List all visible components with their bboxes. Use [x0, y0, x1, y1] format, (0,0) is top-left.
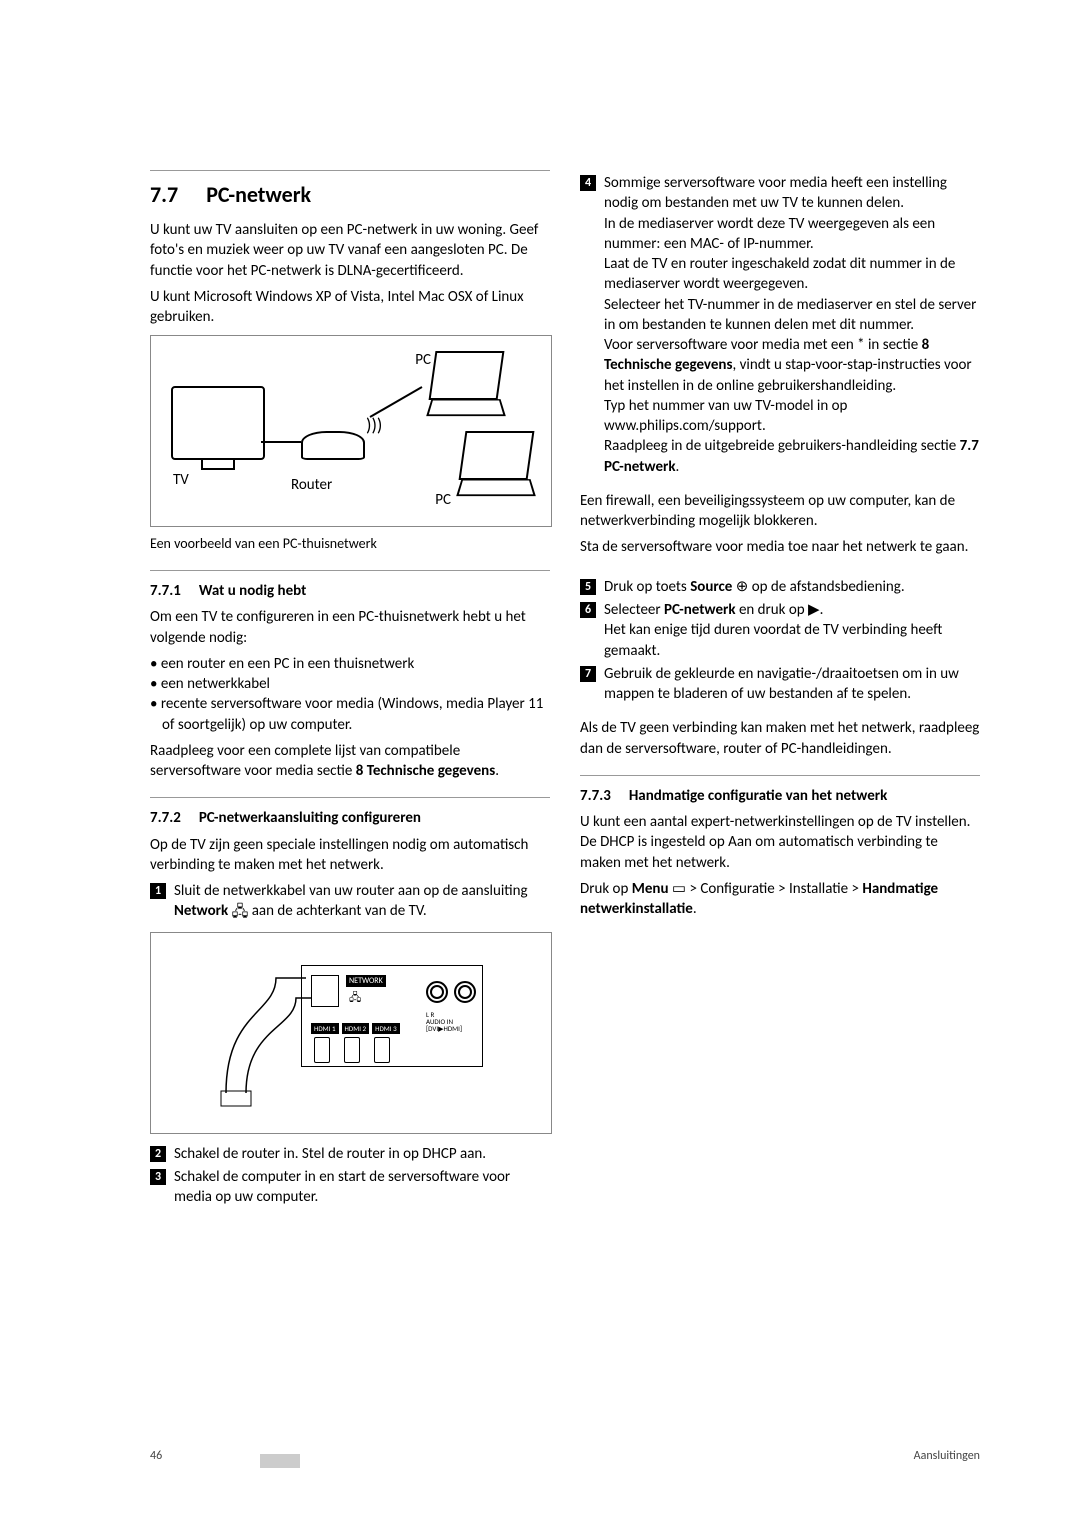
step-6: 6 Selecteer PC-netwerk en druk op ▶. Het…	[580, 600, 980, 661]
hdmi2-label: HDMI 2	[342, 1023, 370, 1034]
step-3: 3 Schakel de computer in en start de ser…	[150, 1167, 550, 1208]
network-port-label: NETWORK	[346, 975, 386, 987]
manual-page: 7.7 PC-netwerk U kunt uw TV aansluiten op…	[0, 0, 1080, 1528]
sub773-p1: U kunt een aantal expert-netwerkinstelli…	[580, 812, 980, 873]
laptop-icon	[459, 431, 535, 480]
keyboard-icon	[426, 399, 506, 416]
step-number-badge: 7	[580, 666, 596, 682]
pc-icon	[429, 351, 505, 400]
step-number-badge: 5	[580, 579, 596, 595]
source-button-icon: ⊕	[736, 577, 749, 597]
subsection-title: Wat u nodig hebt	[199, 582, 307, 600]
step-number-badge: 3	[150, 1169, 166, 1185]
router-icon	[301, 431, 365, 460]
audio-jack-l-icon	[426, 981, 448, 1003]
subsection-number: 7.7.3	[580, 787, 611, 805]
hdmi3-label: HDMI 3	[372, 1023, 400, 1034]
audio-jack-r-icon	[454, 981, 476, 1003]
sub771-intro: Om een TV te configureren in een PC-thui…	[150, 607, 550, 648]
network-port-icon	[311, 975, 339, 1007]
section-heading: 7.7 PC-netwerk	[150, 170, 550, 208]
list-item: een router en een PC in een thuisnetwerk	[150, 654, 550, 674]
firewall-note-1: Een firewall, een beveiligingssysteem op…	[580, 491, 980, 532]
wifi-icon: )))	[366, 414, 382, 436]
subsection-heading: 7.7.3 Handmatige configuratie van het net…	[580, 786, 980, 806]
step-text: Schakel de router in. Stel de router in …	[174, 1144, 550, 1164]
pc2-label: PC	[435, 491, 451, 509]
step-text: Schakel de computer in en start de serve…	[174, 1167, 550, 1208]
footer-tab-marker	[260, 1454, 300, 1468]
hdmi-slot-icon	[314, 1037, 330, 1063]
step-7: 7 Gebruik de gekleurde en navigatie-/dra…	[580, 664, 980, 705]
hdmi-slot-icon	[344, 1037, 360, 1063]
step-5: 5 Druk op toets Source ⊕ op de afstandsb…	[580, 577, 980, 598]
step-number-badge: 6	[580, 602, 596, 618]
step-text: Gebruik de gekleurde en navigatie-/draai…	[604, 664, 980, 705]
subsection-773: 7.7.3 Handmatige configuratie van het net…	[580, 775, 980, 920]
audio-label: L RAUDIO IN[DVI▶HDMI]	[426, 1011, 462, 1032]
list-item: een netwerkkabel	[150, 674, 550, 694]
tv-stand-icon	[201, 458, 235, 470]
subsection-title: Handmatige configuratie van het netwerk	[629, 787, 887, 805]
sub773-p2: Druk op Menu ▭ > Configuratie > Installa…	[580, 879, 980, 920]
audio-jacks-icon	[426, 981, 476, 1003]
step-number-badge: 4	[580, 175, 596, 191]
list-item: recente serversoftware voor media (Windo…	[150, 694, 550, 735]
left-column: 7.7 PC-netwerk U kunt uw TV aansluiten op…	[150, 170, 550, 1211]
step-text: Sluit de netwerkkabel van uw router aan …	[174, 881, 550, 922]
section-number: 7.7	[150, 181, 178, 208]
subsection-heading: 7.7.1 Wat u nodig hebt	[150, 581, 550, 601]
two-column-layout: 7.7 PC-netwerk U kunt uw TV aansluiten op…	[150, 170, 980, 1211]
pc1-label: PC	[415, 351, 431, 369]
footer-section-name: Aansluitingen	[914, 1449, 980, 1463]
tv-label: TV	[173, 471, 189, 489]
network-port-icon: 🖧	[232, 902, 249, 922]
step-4: 4 Sommige serversoftware voor media heef…	[580, 173, 980, 477]
ethernet-icon: 🖧	[349, 989, 361, 1008]
step-text: Selecteer PC-netwerk en druk op ▶. Het k…	[604, 600, 980, 661]
hdmi1-label: HDMI 1	[311, 1023, 339, 1034]
hdmi-slot-icon	[374, 1037, 390, 1063]
sub771-outro: Raadpleeg voor een complete lijst van co…	[150, 741, 550, 782]
diagram-caption: Een voorbeeld van een PC-thuisnetwerk	[150, 535, 550, 554]
intro-paragraph-2: U kunt Microsoft Windows XP of Vista, In…	[150, 287, 550, 328]
hdmi-labels: HDMI 1 HDMI 2 HDMI 3	[311, 1023, 400, 1034]
router-label: Router	[291, 476, 332, 494]
subsection-772: 7.7.2PC-netwerkaansluiting configureren …	[150, 797, 550, 1207]
no-connection-note: Als de TV geen verbinding kan maken met …	[580, 718, 980, 759]
network-diagram: TV Router ))) PC PC	[150, 335, 552, 527]
step-number-badge: 1	[150, 883, 166, 899]
connector-diagram: NETWORK 🖧 L RAUDIO IN[DVI▶HDMI] HDMI 1 H…	[150, 932, 552, 1134]
right-column: 4 Sommige serversoftware voor media heef…	[580, 170, 980, 1211]
step-number-badge: 2	[150, 1146, 166, 1162]
tv-icon	[171, 386, 265, 460]
sub772-intro: Op de TV zijn geen speciale instellingen…	[150, 835, 550, 876]
step-text: Sommige serversoftware voor media heeft …	[604, 173, 980, 477]
hdmi-slots	[314, 1037, 390, 1063]
cable-icon	[261, 441, 301, 443]
menu-button-icon: ▭	[672, 879, 686, 899]
subsection-number: 7.7.1	[150, 582, 181, 600]
subsection-heading: 7.7.2 PC-netwerkaansluiting configureren	[150, 808, 550, 828]
subsection-number: 7.7.2	[150, 809, 181, 827]
firewall-note-2: Sta de serversoftware voor media toe naa…	[580, 537, 980, 557]
step-text: Druk op toets Source ⊕ op de afstandsbed…	[604, 577, 980, 598]
requirements-list: een router en een PC in een thuisnetwerk…	[150, 654, 550, 735]
step-2: 2 Schakel de router in. Stel de router i…	[150, 1144, 550, 1164]
step-1: 1 Sluit de netwerkkabel van uw router aa…	[150, 881, 550, 922]
section-title-text: PC-netwerk	[206, 181, 311, 208]
subsection-771: 7.7.1 Wat u nodig hebt Om een TV te confi…	[150, 570, 550, 781]
intro-paragraph-1: U kunt uw TV aansluiten op een PC-netwer…	[150, 220, 550, 281]
page-number: 46	[150, 1449, 162, 1463]
keyboard-icon-2	[456, 479, 536, 496]
cable-icon-2	[370, 386, 423, 418]
subsection-title: PC-netwerkaansluiting configureren	[199, 809, 421, 827]
